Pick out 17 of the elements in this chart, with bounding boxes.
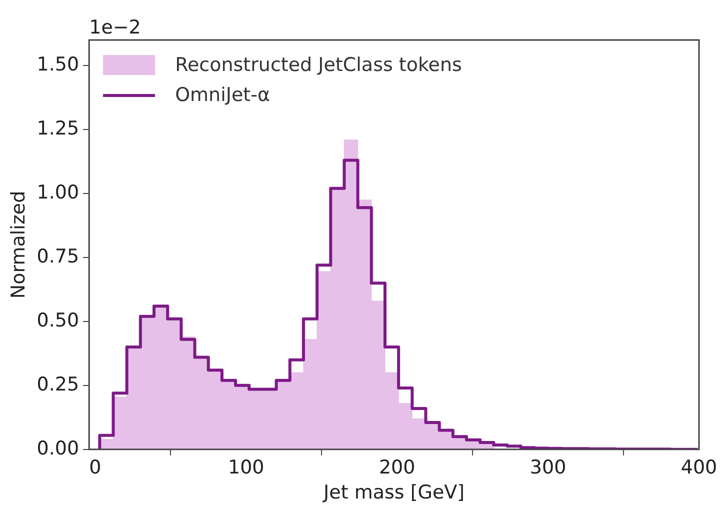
y-tick-label: 0.25 — [36, 373, 80, 396]
x-tick-label: 100 — [228, 456, 264, 479]
x-tick-label: 200 — [378, 456, 416, 479]
y-tick-label: 1.50 — [36, 54, 80, 76]
y-tick-label: 1.25 — [36, 117, 80, 140]
legend-label: Reconstructed JetClass tokens — [175, 54, 462, 76]
y-tick-label: 0.50 — [36, 309, 80, 332]
x-axis-title: Jet mass [GeV] — [322, 482, 465, 504]
y-axis-title: Normalized — [7, 190, 30, 299]
y-tick-label: 0.00 — [36, 437, 80, 460]
y-tick-label: 0.75 — [36, 245, 80, 268]
text: 1e−2 — [89, 16, 141, 38]
x-tick-label: 300 — [530, 456, 566, 479]
x-tick-label: 0 — [89, 456, 102, 479]
x-tick-label: 400 — [680, 456, 718, 479]
legend-label: OmniJet-α — [175, 84, 270, 106]
y-tick-label: 1.00 — [36, 181, 80, 204]
